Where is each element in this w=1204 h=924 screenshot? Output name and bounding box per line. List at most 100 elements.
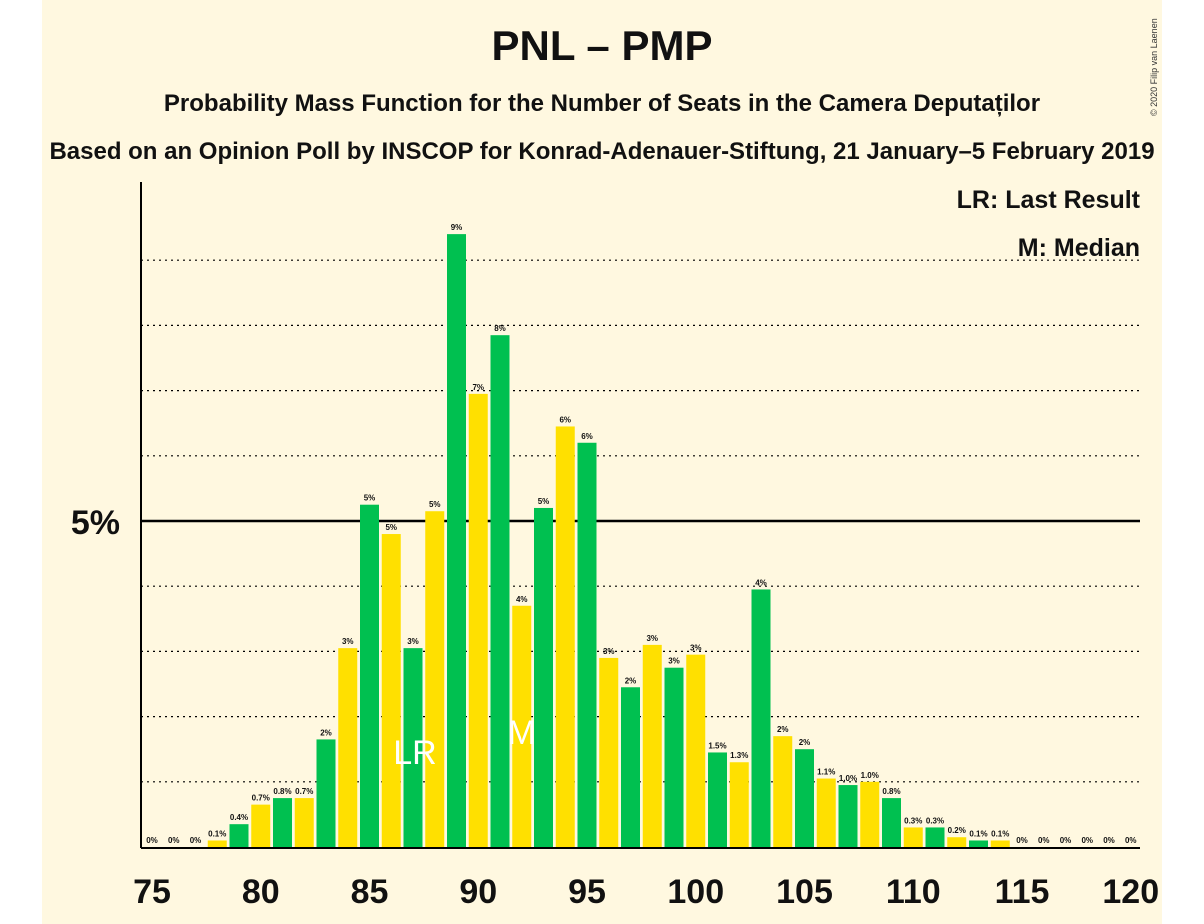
bar	[838, 785, 858, 847]
bar-data-label: 7%	[472, 383, 484, 392]
bar	[294, 798, 314, 847]
copyright-notice: © 2020 Filip van Laenen	[1149, 18, 1159, 116]
x-tick-label: 100	[667, 873, 724, 911]
x-tick-label: 85	[351, 873, 389, 911]
bar-data-label: 0.1%	[991, 829, 1009, 838]
bar	[729, 762, 749, 847]
bar	[316, 739, 336, 847]
bar-data-label: 0%	[168, 836, 180, 845]
bar	[403, 648, 423, 847]
bar	[664, 667, 684, 847]
bar	[751, 589, 771, 847]
bar-data-label: 0.7%	[252, 794, 270, 803]
bar	[882, 798, 901, 847]
x-tick-label: 115	[995, 873, 1050, 911]
bar-data-label: 1.5%	[708, 741, 726, 750]
bar-data-label: 3%	[407, 637, 419, 646]
bar	[686, 654, 706, 847]
bar-data-label: 0.3%	[904, 816, 922, 825]
bar-data-label: 1.0%	[861, 771, 879, 780]
bar-data-label: 5%	[429, 500, 441, 509]
x-tick-label: 105	[776, 873, 833, 911]
bar	[708, 752, 727, 847]
legend-median: M: Median	[1017, 234, 1140, 262]
bar-data-label: 2%	[320, 728, 332, 737]
bar	[577, 442, 597, 847]
bar	[447, 234, 466, 847]
bar-data-label: 2%	[625, 676, 637, 685]
bar	[381, 534, 401, 847]
bar-data-label: 8%	[494, 324, 506, 333]
bar-data-label: 3%	[646, 634, 658, 643]
y-tick-label: 5%	[71, 504, 120, 542]
bar-data-label: 0.1%	[208, 829, 226, 838]
bar-data-label: 0%	[1016, 836, 1028, 845]
bar	[338, 648, 358, 847]
bar-data-label: 3%	[603, 647, 615, 656]
bar	[512, 605, 532, 847]
bar-data-label: 2%	[799, 738, 811, 747]
bar	[251, 804, 271, 847]
bar	[425, 511, 445, 847]
median-marker: M	[508, 714, 536, 752]
bar	[555, 426, 575, 847]
bar-data-label: 1.1%	[817, 768, 835, 777]
bar	[273, 798, 292, 847]
chart-title: PNL – PMP	[491, 22, 713, 69]
bar-data-label: 6%	[581, 432, 593, 441]
bar-data-label: 0%	[1103, 836, 1115, 845]
bar-data-label: 0%	[1081, 836, 1093, 845]
bar-data-label: 5%	[538, 497, 550, 506]
bar-data-label: 6%	[559, 415, 571, 424]
bar	[795, 749, 814, 847]
bar-data-label: 0%	[1125, 836, 1137, 845]
bar	[990, 840, 1010, 847]
bar	[816, 778, 836, 847]
last-result-marker: LR	[393, 734, 436, 772]
x-tick-label: 120	[1102, 873, 1159, 911]
bar-data-label: 5%	[385, 523, 397, 532]
bar-data-label: 4%	[755, 578, 767, 587]
bar-data-label: 0.4%	[230, 813, 248, 822]
bar-data-label: 0%	[190, 836, 202, 845]
bar	[229, 824, 249, 847]
bar-data-label: 5%	[364, 494, 376, 503]
bar	[773, 736, 793, 847]
bar-data-label: 0.8%	[273, 787, 291, 796]
bar	[599, 657, 619, 847]
bar-data-label: 0%	[146, 836, 158, 845]
bar-data-label: 0.7%	[295, 787, 313, 796]
x-tick-label: 75	[133, 873, 171, 911]
bar-data-label: 0.8%	[882, 787, 900, 796]
bar	[534, 507, 553, 847]
x-tick-label: 95	[568, 873, 606, 911]
bar	[925, 827, 945, 847]
bar	[490, 335, 510, 847]
bar	[468, 393, 488, 847]
bar-data-label: 0%	[1038, 836, 1050, 845]
bar-data-label: 1.3%	[730, 751, 748, 760]
chart-source: Based on an Opinion Poll by INSCOP for K…	[49, 138, 1155, 165]
bar-data-label: 0.3%	[926, 816, 944, 825]
x-tick-label: 90	[459, 873, 497, 911]
bar-data-label: 0%	[1060, 836, 1072, 845]
bar	[860, 781, 880, 847]
bar-data-label: 3%	[342, 637, 354, 646]
bar	[207, 840, 227, 847]
bar-data-label: 3%	[668, 657, 680, 666]
chart-subtitle: Probability Mass Function for the Number…	[163, 90, 1041, 117]
bar	[903, 827, 923, 847]
bar	[621, 687, 640, 847]
x-tick-label: 110	[886, 873, 941, 911]
bar-data-label: 1.0%	[839, 774, 857, 783]
bar	[642, 644, 662, 847]
x-tick-label: 80	[242, 873, 280, 911]
copyright-text: © 2020 Filip van Laenen	[1149, 18, 1159, 116]
bar-data-label: 2%	[777, 725, 789, 734]
bar	[947, 837, 967, 847]
bar-data-label: 9%	[451, 223, 463, 232]
legend-last-result: LR: Last Result	[956, 186, 1140, 214]
bar-data-label: 3%	[690, 644, 702, 653]
